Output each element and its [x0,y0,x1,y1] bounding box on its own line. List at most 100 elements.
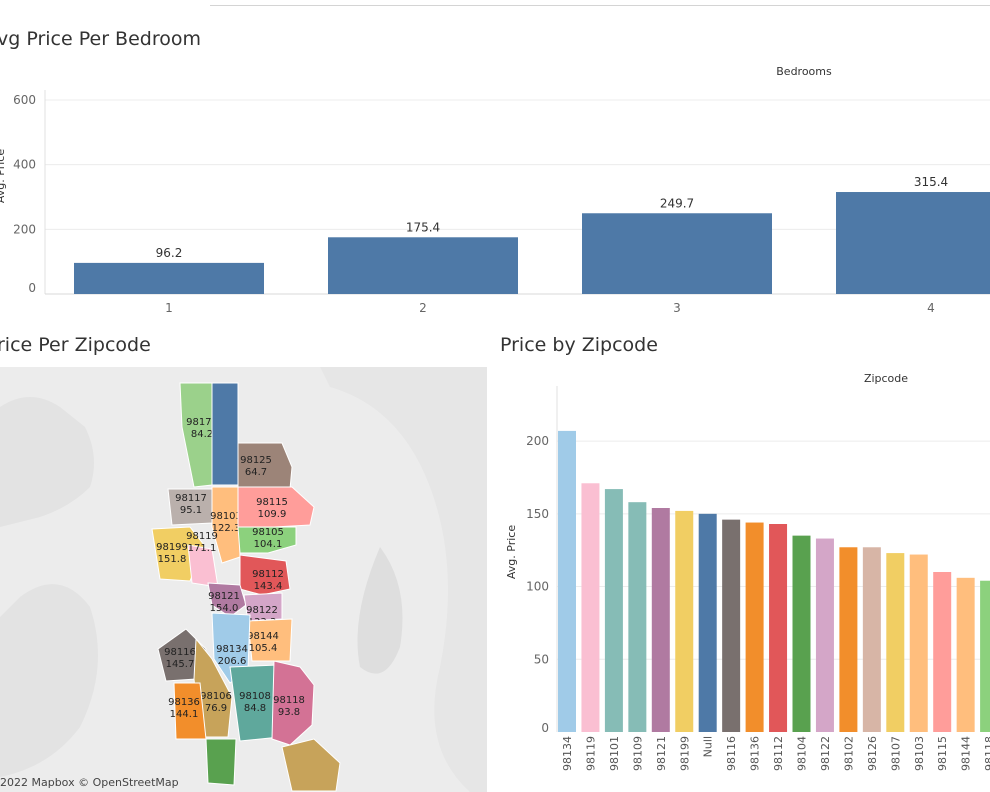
y-tick-label: 400 [13,158,36,172]
bar-zip-98121[interactable] [651,508,670,732]
map-region-zip: 98136 [168,697,200,708]
bar-zip-98115[interactable] [933,572,952,732]
y-tick-label: 0 [28,281,36,295]
y-tick-label: 50 [534,652,549,666]
map-region-zip: 98119 [186,531,218,542]
bar-zip-98102[interactable] [839,547,858,732]
x-tick-label: 4 [927,301,935,315]
map-region-zip: 98144 [247,631,279,642]
x-tick-label: 98126 [866,736,879,771]
bar-bedroom-3[interactable] [582,213,772,294]
bar-zip-98126[interactable] [862,547,881,732]
x-tick-label: 98119 [584,736,597,771]
zipcode-header: Zipcode [864,372,908,385]
bar-value-label: 96.2 [156,246,183,260]
bar-bedroom-2[interactable] [328,237,518,294]
map-region-value: 145.7 [166,659,195,670]
x-tick-label: 98116 [725,736,738,771]
x-tick-label: 2 [419,301,427,315]
y-axis-label: Avg. Price [505,525,518,579]
y-axis-label: Avg. Price [0,149,7,203]
x-tick-label: 98134 [561,736,574,771]
map-region-zip: 98112 [252,569,284,580]
x-tick-label: 98112 [772,736,785,771]
x-tick-label: 98104 [796,736,809,771]
x-tick-label: 98118 [983,736,990,771]
map-canvas: 9817784.29812564.79811795.198103122.3981… [0,367,487,792]
map-region-north-strip[interactable] [211,382,239,486]
map-region-value: 171.1 [188,543,217,554]
map-region-zip: 98108 [239,691,271,702]
bar-zip-98109[interactable] [628,502,647,732]
bar-zip-98136[interactable] [745,522,764,732]
map-region-zip: 98118 [273,695,305,706]
map-region-zip: 98121 [208,591,240,602]
bar-zip-98104[interactable] [792,535,811,732]
map-region-value: 144.1 [170,709,199,720]
map-region-98177[interactable] [179,382,213,488]
map-region-south-west[interactable] [205,738,237,786]
map-region-value: 105.4 [249,643,278,654]
x-tick-label: 1 [165,301,173,315]
y-tick-label: 600 [13,93,36,107]
zipcode-map[interactable]: 98177 84.2 98125 64.7 98117 95.1 98103 122.3 981… [0,367,487,792]
y-tick-label: 0 [541,721,549,735]
map-region-zip: 98199 [156,542,188,553]
bar-zip-98122[interactable] [815,538,834,732]
x-tick-label: 98103 [913,736,926,771]
bar-zip-98199[interactable] [675,510,694,732]
map-region-zip: 98122 [246,605,278,616]
map-region-value: 84.8 [244,703,266,714]
map-region-value: 104.1 [254,539,283,550]
bar-zip-98144[interactable] [956,577,975,732]
map-region-south-east[interactable] [281,738,341,792]
x-tick-label: 98102 [842,736,855,771]
bar-bedroom-1[interactable] [74,262,264,294]
zipcode-bar-chart: Zipcode 0 50 100 150 200 Avg. Price 98134 98119 9… [505,372,990,771]
bedroom-bar-chart: Bedrooms 0 200 400 600 Avg. Price 96.2 1 175.4 2 2… [0,65,990,315]
x-tick-label: 3 [673,301,681,315]
x-tick-label: Null [702,736,715,757]
bar-value-label: 249.7 [660,196,694,210]
zipcode-regions: 9817784.29812564.79811795.198103122.3981… [151,382,341,792]
map-region-98144[interactable] [247,618,293,662]
map-region-zip: 98115 [256,497,288,508]
bar-zip-98116[interactable] [722,519,741,732]
zip-chart-title: Price by Zipcode [500,334,658,356]
map-region-value: 151.8 [158,554,187,565]
bar-zip-98112[interactable] [769,524,788,732]
bar-zip-98119[interactable] [581,483,600,732]
map-region-98115[interactable] [237,486,315,530]
map-region-value: 76.9 [205,703,227,714]
y-tick-label: 150 [526,507,549,521]
x-tick-label: 98109 [631,736,644,771]
x-tick-label: 98199 [678,736,691,771]
bar-bedroom-4[interactable] [836,192,990,294]
map-region-98105[interactable] [237,526,297,554]
bedroom-chart-title: vg Price Per Bedroom [0,28,201,50]
map-region-value: 84.2 [191,429,213,440]
bar-zip-98118[interactable] [980,580,990,732]
map-land [0,367,487,792]
map-region-value: 109.9 [258,509,287,520]
x-tick-label: 98136 [749,736,762,771]
bar-zip-98101[interactable] [604,489,623,732]
map-region-98103[interactable] [211,486,241,564]
x-tick-label: 98101 [608,736,621,771]
map-region-98112[interactable] [239,554,291,596]
x-tick-label: 98121 [655,736,668,771]
map-region-98118[interactable] [271,660,315,746]
map-region-98121[interactable] [207,582,247,618]
map-region-value: 93.8 [278,707,300,718]
bar-zip-Null[interactable] [698,513,717,732]
map-region-zip: 98125 [240,455,272,466]
y-tick-label: 200 [13,222,36,236]
bar-zip-98103[interactable] [909,554,928,732]
bar-value-label: 175.4 [406,220,440,234]
x-tick-label: 98144 [960,736,973,771]
zip-map-title: rice Per Zipcode [0,334,151,356]
map-region-zip: 98103 [210,511,242,522]
map-region-98125[interactable] [237,442,293,490]
bar-zip-98134[interactable] [558,430,576,732]
bar-zip-98107[interactable] [886,553,905,732]
